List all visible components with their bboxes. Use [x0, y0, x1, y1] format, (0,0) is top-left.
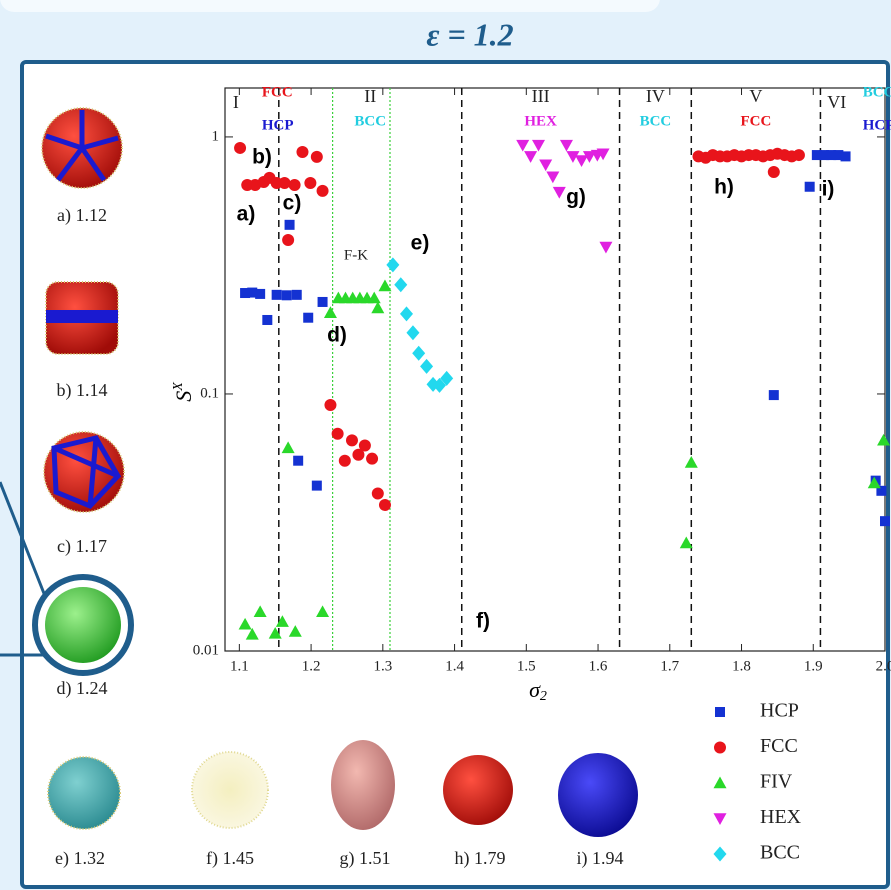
- point: [793, 149, 805, 161]
- point: [312, 481, 322, 491]
- x-tick-label: 1.5: [517, 658, 536, 674]
- y-axis-label-sup: X: [171, 382, 186, 392]
- cluster-image: [48, 757, 120, 829]
- point: [296, 146, 308, 158]
- legend-label: HCP: [760, 700, 799, 722]
- region-phase: FCC: [740, 113, 771, 129]
- point: [359, 440, 371, 452]
- x-tick-label: 1.8: [732, 658, 751, 674]
- annotation: F-K: [344, 247, 368, 263]
- thumbnail-label: g) 1.51: [340, 848, 391, 869]
- point: [372, 487, 384, 499]
- annotation: g): [566, 186, 586, 209]
- x-tick-label: 2.0: [876, 658, 891, 674]
- region-label: III: [532, 86, 550, 106]
- annotation: f): [476, 610, 490, 633]
- annotation: e): [411, 232, 430, 255]
- region-label: VI: [827, 92, 846, 112]
- point: [324, 399, 336, 411]
- legend-marker: [714, 742, 726, 754]
- cluster-image: [331, 740, 395, 830]
- point: [841, 151, 851, 161]
- point: [311, 151, 323, 163]
- region-label: IV: [646, 86, 665, 106]
- legend-label: HEX: [760, 806, 802, 828]
- region-phase: HEX: [524, 113, 557, 129]
- point: [332, 428, 344, 440]
- region-phase: BCC: [863, 84, 891, 100]
- annotation: i): [822, 178, 835, 201]
- region-phase: BCC: [354, 113, 386, 129]
- annotation: h): [714, 176, 734, 199]
- figure-title: ε = 1.2: [426, 16, 513, 52]
- point: [379, 499, 391, 511]
- region-phase: FCC: [262, 84, 293, 100]
- point: [366, 453, 378, 465]
- point: [279, 177, 291, 189]
- thumbnail-label: f) 1.45: [206, 848, 254, 869]
- point: [318, 297, 328, 307]
- top-banner: [0, 0, 660, 12]
- x-tick-label: 1.9: [804, 658, 823, 674]
- point: [255, 289, 265, 299]
- region-label: II: [364, 86, 376, 106]
- point: [285, 220, 295, 230]
- annotation: c): [283, 192, 302, 215]
- region-phase: BCC: [640, 113, 672, 129]
- thumbnail-label: a) 1.12: [57, 205, 107, 226]
- thumbnail-label: c) 1.17: [57, 536, 107, 557]
- y-tick-label: 1: [212, 128, 220, 144]
- y-tick-label: 0.1: [200, 385, 219, 401]
- point: [262, 315, 272, 325]
- x-tick-label: 1.2: [302, 658, 321, 674]
- legend-label: FIV: [760, 771, 793, 793]
- thumbnail-label: i) 1.94: [577, 848, 624, 869]
- y-axis-label-base: S: [171, 391, 196, 402]
- region-phase: HCP: [262, 117, 294, 133]
- point: [880, 516, 890, 526]
- thumbnail-label: b) 1.14: [57, 380, 108, 401]
- legend-marker: [715, 707, 725, 717]
- point: [234, 142, 246, 154]
- thumbnail-label: h) 1.79: [455, 848, 506, 869]
- point: [282, 234, 294, 246]
- annotation: d): [327, 324, 347, 347]
- cluster-image: [558, 753, 638, 837]
- region-phase: HCP: [863, 117, 891, 133]
- x-tick-label: 1.7: [660, 658, 679, 674]
- point: [272, 290, 282, 300]
- point: [769, 390, 779, 400]
- thumbnail-label: d) 1.24: [57, 678, 108, 699]
- cluster-image: [46, 310, 118, 323]
- figure: ε = 1.2 σ2 SX a) 1.12b) 1.14c) 1.17d) 1.…: [0, 0, 891, 890]
- region-label: V: [749, 86, 762, 106]
- point: [339, 455, 351, 467]
- x-tick-label: 1.3: [373, 658, 392, 674]
- y-tick-label: 0.01: [193, 642, 219, 658]
- x-tick-label: 1.4: [445, 658, 464, 674]
- x-tick-label: 1.6: [589, 658, 608, 674]
- point: [805, 182, 815, 192]
- cluster-image: [192, 752, 268, 828]
- annotation: a): [237, 203, 256, 226]
- x-axis-label-sub: 2: [540, 689, 547, 704]
- cluster-image: [45, 587, 121, 663]
- frame: [22, 62, 888, 887]
- point: [304, 177, 316, 189]
- point: [282, 290, 292, 300]
- point: [292, 290, 302, 300]
- point: [303, 313, 313, 323]
- cluster-image: [443, 755, 513, 825]
- thumbnail-label: e) 1.32: [55, 848, 105, 869]
- region-label: I: [233, 92, 239, 112]
- legend-label: BCC: [760, 842, 800, 864]
- point: [293, 456, 303, 466]
- point: [317, 185, 329, 197]
- x-tick-label: 1.1: [230, 658, 249, 674]
- annotation: b): [252, 146, 272, 169]
- point: [346, 434, 358, 446]
- legend-label: FCC: [760, 735, 798, 757]
- point: [289, 179, 301, 191]
- point: [768, 166, 780, 178]
